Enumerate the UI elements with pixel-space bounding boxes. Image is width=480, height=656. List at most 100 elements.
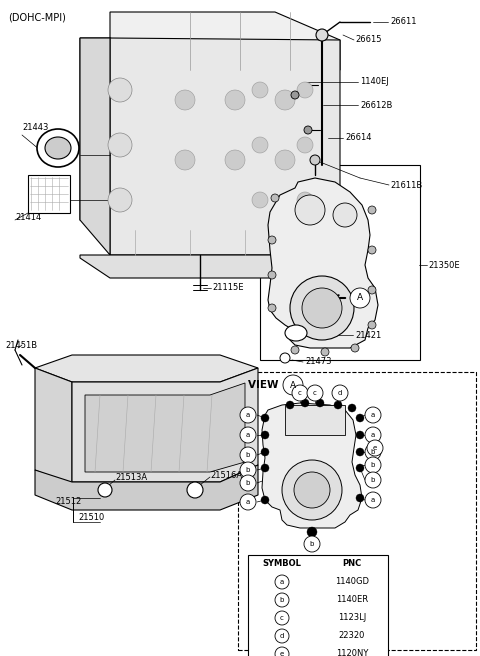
Text: a: a: [246, 499, 250, 505]
Polygon shape: [85, 383, 245, 472]
Circle shape: [275, 150, 295, 170]
Text: A: A: [290, 380, 296, 390]
Circle shape: [225, 150, 245, 170]
Circle shape: [240, 462, 256, 478]
Circle shape: [268, 271, 276, 279]
Polygon shape: [268, 178, 378, 348]
Circle shape: [240, 475, 256, 491]
Text: 21115E: 21115E: [212, 283, 243, 293]
Ellipse shape: [37, 129, 79, 167]
Text: VIEW: VIEW: [248, 380, 282, 390]
Ellipse shape: [285, 325, 307, 341]
Text: A: A: [357, 293, 363, 302]
Text: d: d: [280, 633, 284, 639]
Text: 1140EJ: 1140EJ: [360, 77, 389, 87]
Circle shape: [275, 611, 289, 625]
Text: 21473: 21473: [305, 358, 332, 367]
Circle shape: [98, 483, 112, 497]
Bar: [260, 165, 420, 360]
Circle shape: [356, 494, 364, 502]
Circle shape: [261, 414, 269, 422]
Circle shape: [334, 401, 342, 409]
Text: SYMBOL: SYMBOL: [263, 560, 301, 569]
Text: a: a: [371, 432, 375, 438]
Text: c: c: [298, 390, 302, 396]
Circle shape: [175, 90, 195, 110]
Circle shape: [316, 29, 328, 41]
Circle shape: [252, 137, 268, 153]
Text: 26615: 26615: [355, 35, 382, 45]
Circle shape: [108, 133, 132, 157]
Circle shape: [275, 629, 289, 643]
Polygon shape: [110, 12, 340, 70]
Circle shape: [307, 527, 317, 537]
Circle shape: [261, 464, 269, 472]
Text: b: b: [246, 467, 250, 473]
Text: a: a: [246, 412, 250, 418]
Text: a: a: [246, 432, 250, 438]
Circle shape: [268, 304, 276, 312]
Circle shape: [368, 206, 376, 214]
Text: b: b: [246, 480, 250, 486]
Text: 21516A: 21516A: [210, 470, 242, 480]
Polygon shape: [35, 355, 258, 382]
Circle shape: [187, 482, 203, 498]
Text: e: e: [280, 651, 284, 656]
Text: a: a: [280, 579, 284, 585]
Text: 1140ER: 1140ER: [336, 596, 368, 604]
Circle shape: [292, 385, 308, 401]
Circle shape: [282, 460, 342, 520]
Circle shape: [290, 276, 354, 340]
Text: 26614: 26614: [345, 134, 372, 142]
Circle shape: [275, 90, 295, 110]
Circle shape: [108, 188, 132, 212]
Circle shape: [297, 137, 313, 153]
Text: (DOHC-MPI): (DOHC-MPI): [8, 13, 66, 23]
Circle shape: [225, 90, 245, 110]
Circle shape: [291, 346, 299, 354]
Circle shape: [240, 447, 256, 463]
Circle shape: [356, 448, 364, 456]
Circle shape: [240, 427, 256, 443]
Circle shape: [321, 348, 329, 356]
Bar: [285, 405, 345, 435]
Circle shape: [332, 385, 348, 401]
Polygon shape: [35, 465, 258, 510]
Circle shape: [261, 431, 269, 439]
Circle shape: [356, 464, 364, 472]
Polygon shape: [262, 403, 362, 528]
Circle shape: [275, 575, 289, 589]
Text: c: c: [280, 615, 284, 621]
Ellipse shape: [45, 137, 71, 159]
Text: 22320: 22320: [339, 632, 365, 640]
Text: 1140GD: 1140GD: [335, 577, 369, 586]
Polygon shape: [80, 38, 110, 255]
Polygon shape: [35, 368, 72, 485]
Circle shape: [286, 401, 294, 409]
Text: 21443: 21443: [22, 123, 48, 133]
Text: 21451B: 21451B: [5, 340, 37, 350]
Text: 21510: 21510: [78, 514, 104, 522]
Text: b: b: [371, 449, 375, 455]
Text: PNC: PNC: [342, 560, 361, 569]
Circle shape: [365, 492, 381, 508]
Circle shape: [240, 494, 256, 510]
Polygon shape: [80, 255, 340, 278]
Circle shape: [316, 399, 324, 407]
Text: b: b: [371, 477, 375, 483]
Text: b: b: [246, 452, 250, 458]
Circle shape: [356, 414, 364, 422]
Text: a: a: [371, 412, 375, 418]
Circle shape: [275, 647, 289, 656]
Circle shape: [261, 496, 269, 504]
Circle shape: [252, 192, 268, 208]
Circle shape: [268, 236, 276, 244]
Circle shape: [301, 399, 309, 407]
Bar: [28, 175, 70, 213]
Circle shape: [365, 444, 381, 460]
Circle shape: [304, 126, 312, 134]
Text: 21512: 21512: [55, 497, 81, 506]
Bar: [238, 372, 476, 650]
Text: 21414: 21414: [15, 213, 41, 222]
Circle shape: [261, 448, 269, 456]
